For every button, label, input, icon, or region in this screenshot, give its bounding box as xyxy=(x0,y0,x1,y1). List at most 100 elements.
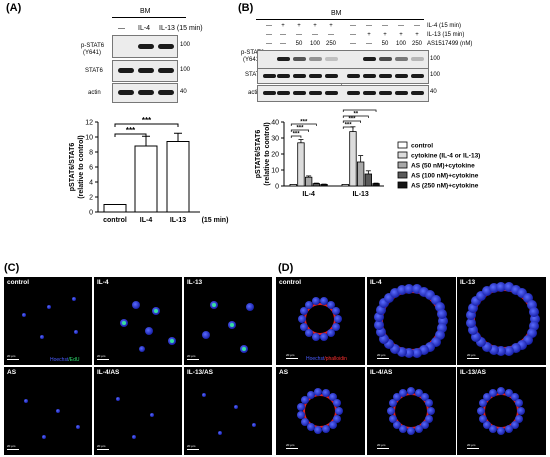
nucleus xyxy=(320,332,328,341)
panel-b-treatment-cell: — xyxy=(398,23,404,29)
scale-bar xyxy=(7,359,19,360)
panel-a-bm-header: BM xyxy=(140,8,151,15)
panel-b-treatment-cell: + xyxy=(313,23,317,29)
nucleus xyxy=(304,329,313,338)
scale-bar-label: 20 μm xyxy=(286,353,295,357)
scale-bar xyxy=(7,449,19,450)
nucleus xyxy=(515,414,524,423)
nucleus xyxy=(404,284,415,295)
blot-band xyxy=(379,57,392,61)
legend-label: cytokine (IL-4 or IL-13) xyxy=(411,153,480,160)
panel-b-row-label-pstat6: p-STAT6 xyxy=(241,50,265,56)
blot-band xyxy=(138,68,154,73)
nucleus xyxy=(379,298,390,309)
significance-bracket xyxy=(342,109,377,112)
blot-band xyxy=(263,91,276,95)
blot-band xyxy=(395,57,408,61)
panel-c-micrograph: IL-4/AS 20 μm xyxy=(94,367,182,455)
stain-legend: Hoechst/EdU xyxy=(50,357,79,363)
blot-band xyxy=(379,74,392,78)
blot-band xyxy=(363,91,376,95)
panel-a-row-label-stat6: STAT6 xyxy=(85,68,103,74)
panel-c-tile-label: IL-4/AS xyxy=(97,369,120,376)
nucleus xyxy=(74,330,78,334)
panel-b-mw-3: 40 xyxy=(430,89,437,95)
scale-bar-label: 20 μm xyxy=(467,353,476,357)
panel-a-row-label-y641: (Y641) xyxy=(83,50,102,56)
bar-IL-4 xyxy=(134,145,158,213)
nucleus xyxy=(297,403,306,412)
panel-d-micrograph: IL-4 20 μm xyxy=(367,277,456,365)
nucleus xyxy=(333,414,342,423)
nucleus xyxy=(306,423,315,432)
blot-band xyxy=(395,74,408,78)
nucleus xyxy=(132,301,140,309)
panel-a-blot-pstat6 xyxy=(112,35,178,58)
nucleus xyxy=(300,395,309,404)
nucleus xyxy=(497,427,505,435)
panel-d-tile-label: IL-13 xyxy=(460,279,476,286)
nucleus xyxy=(482,392,491,401)
stain-legend: Hoechst/phalloidin xyxy=(306,356,347,362)
panel-c-micrograph: IL-4 20 μm xyxy=(94,277,182,365)
panel-b-bm-header: BM xyxy=(331,10,342,17)
edu-signal xyxy=(122,321,126,325)
nucleus xyxy=(466,317,477,328)
nucleus xyxy=(145,327,153,335)
panel-b-treatment-cell: 50 xyxy=(295,41,303,47)
x-tick-label: control xyxy=(103,217,127,224)
nucleus xyxy=(384,292,395,303)
nucleus xyxy=(517,288,528,299)
panel-b-blot-pstat6 xyxy=(257,50,429,69)
nucleus xyxy=(476,337,487,348)
nucleus xyxy=(384,339,395,350)
panel-b-treatment-cell: — xyxy=(350,23,356,29)
scale-bar xyxy=(377,358,389,359)
nucleus xyxy=(374,312,385,323)
scale-bar xyxy=(286,448,298,449)
nucleus xyxy=(526,299,537,310)
panel-b-mw-2: 100 xyxy=(430,72,441,78)
panel-a-mw-2: 100 xyxy=(180,67,191,73)
blot-band xyxy=(118,90,134,95)
nucleus xyxy=(392,421,401,430)
nucleus xyxy=(477,407,485,415)
nucleus xyxy=(311,332,320,341)
nucleus xyxy=(252,423,256,427)
nucleus xyxy=(396,285,407,296)
x-tick-label: IL-4 xyxy=(140,217,153,224)
y-axis-label-line-2: (relative to control) xyxy=(78,135,85,198)
nucleus xyxy=(392,392,401,401)
nucleus xyxy=(425,399,434,408)
edu-signal xyxy=(154,309,158,313)
blot-band xyxy=(158,68,174,73)
nucleus xyxy=(510,284,521,295)
blot-band xyxy=(263,74,276,78)
blot-band xyxy=(325,57,338,61)
blot-band xyxy=(158,90,174,95)
nucleus xyxy=(390,288,400,299)
panel-a-blot-stat6 xyxy=(112,60,178,82)
y-tick-label: 30 xyxy=(271,136,279,143)
panel-b-header-il13: IL-13 (15 min) xyxy=(427,32,465,38)
nucleus xyxy=(430,336,441,347)
nucleus xyxy=(399,388,408,397)
panel-c-tile-label: IL-13 xyxy=(187,279,203,286)
nucleus xyxy=(320,297,328,306)
bar-IL-4-series-2 xyxy=(305,176,313,187)
panel-b-treatment-cell: — xyxy=(414,23,420,29)
legend-swatch xyxy=(397,151,408,159)
nucleus xyxy=(379,333,390,344)
blot-band xyxy=(363,74,376,78)
panel-c-tile-label: AS xyxy=(7,369,17,376)
bar-IL-4-series-1 xyxy=(297,142,305,187)
significance-bracket xyxy=(342,115,369,118)
scale-bar-label: 20 μm xyxy=(286,443,295,447)
nucleus xyxy=(299,322,308,331)
significance-bracket xyxy=(114,133,147,137)
nucleus xyxy=(399,425,408,434)
nucleus xyxy=(234,405,238,409)
nucleus xyxy=(517,407,525,415)
blot-band xyxy=(347,74,360,78)
